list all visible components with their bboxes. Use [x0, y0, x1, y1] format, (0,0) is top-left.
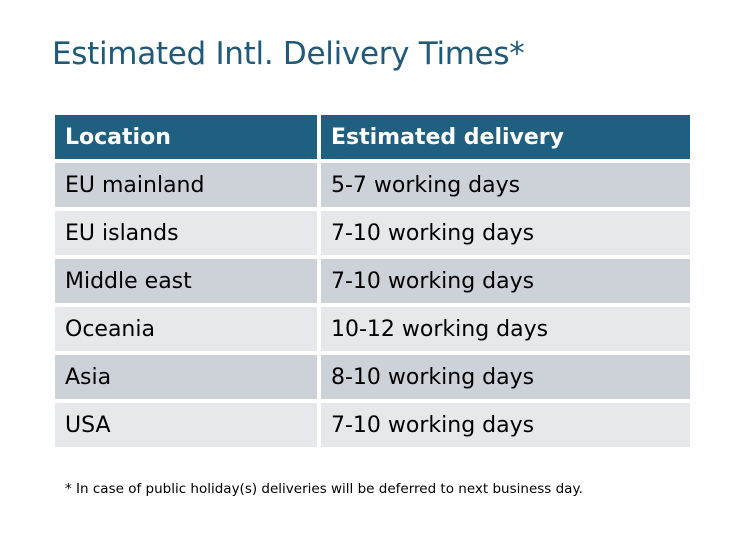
location-cell: Asia [55, 355, 317, 399]
location-cell: Middle east [55, 259, 317, 303]
location-cell: EU islands [55, 211, 317, 255]
column-header-location: Location [55, 115, 317, 159]
table-row: EU islands 7-10 working days [55, 211, 690, 255]
column-header-estimated-delivery: Estimated delivery [321, 115, 690, 159]
table-row: Oceania 10-12 working days [55, 307, 690, 351]
location-cell: Oceania [55, 307, 317, 351]
table-header-row: Location Estimated delivery [55, 115, 690, 159]
location-cell: USA [55, 403, 317, 447]
table-row: Middle east 7-10 working days [55, 259, 690, 303]
delivery-cell: 10-12 working days [321, 307, 690, 351]
delivery-cell: 7-10 working days [321, 403, 690, 447]
delivery-times-table: Location Estimated delivery EU mainland … [51, 111, 694, 451]
location-cell: EU mainland [55, 163, 317, 207]
delivery-cell: 5-7 working days [321, 163, 690, 207]
table-row: EU mainland 5-7 working days [55, 163, 690, 207]
delivery-cell: 7-10 working days [321, 211, 690, 255]
page-title: Estimated Intl. Delivery Times* [52, 36, 525, 72]
table-row: USA 7-10 working days [55, 403, 690, 447]
delivery-cell: 8-10 working days [321, 355, 690, 399]
footnote: * In case of public holiday(s) deliverie… [65, 481, 583, 497]
table-row: Asia 8-10 working days [55, 355, 690, 399]
delivery-cell: 7-10 working days [321, 259, 690, 303]
